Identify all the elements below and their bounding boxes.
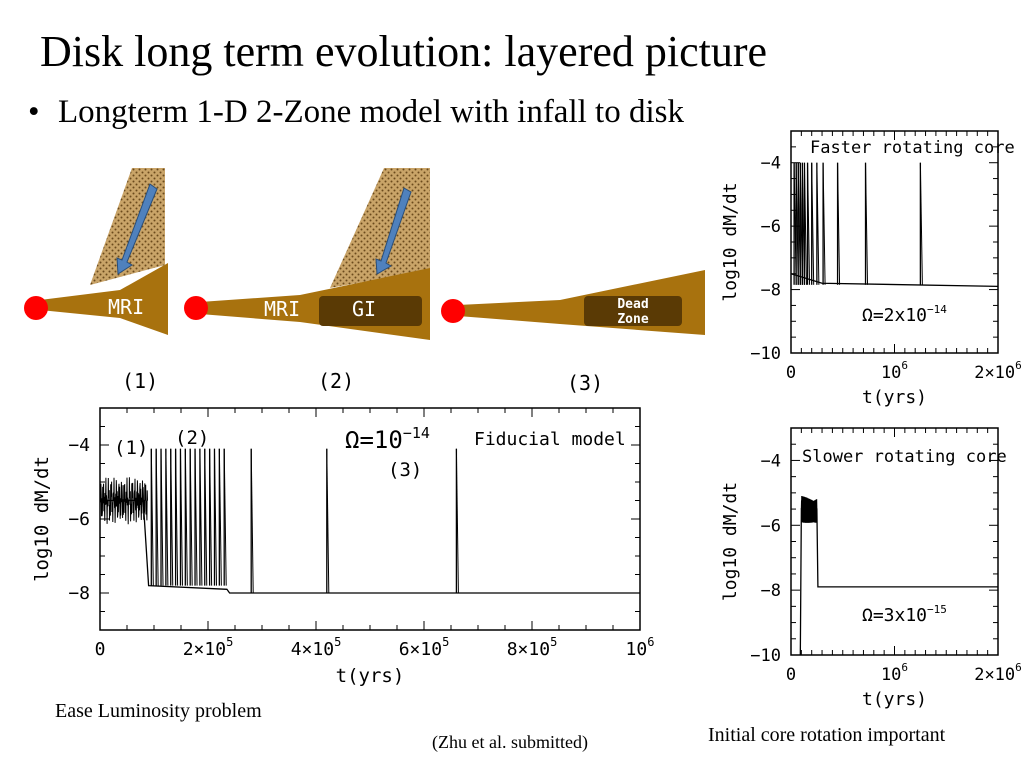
chart1-y-tick-label: −4 bbox=[761, 154, 781, 174]
chart0-burst-decay bbox=[213, 448, 217, 586]
chart1-x-tick-label: 106 bbox=[881, 359, 908, 383]
infall-arrow-2 bbox=[375, 187, 412, 275]
chart0-burst-decay bbox=[250, 448, 254, 594]
chart0-burst-decay bbox=[209, 448, 213, 586]
chart1-omega: Ω=2x10−14 bbox=[862, 303, 947, 326]
schematic-2-label-gi: GI bbox=[352, 297, 376, 321]
chart2-y-axis-label: log10 dM/dt bbox=[720, 482, 741, 601]
chart0-burst-decay bbox=[179, 448, 183, 586]
gi-zone-2 bbox=[319, 296, 422, 326]
chart0-burst-decay bbox=[175, 448, 179, 586]
chart2-y-tick-label: −8 bbox=[761, 581, 781, 601]
schematic-1-label: MRI bbox=[108, 295, 144, 319]
chart1-burst-decay bbox=[822, 162, 826, 285]
stage-label-1: (1) bbox=[122, 369, 158, 393]
chart1-title: Faster rotating core bbox=[810, 138, 1015, 158]
caption-ease-luminosity: Ease Luminosity problem bbox=[55, 700, 262, 722]
chart1-burst-decay bbox=[865, 162, 869, 285]
chart0-y-tick-label: −6 bbox=[68, 509, 90, 530]
chart0-title: Fiducial model bbox=[474, 429, 626, 450]
chart2-x-tick-label: 2×106 bbox=[974, 661, 1022, 685]
chart0-burst-decay bbox=[189, 448, 193, 586]
stage-label-3: (3) bbox=[567, 371, 603, 395]
chart0-burst-decay bbox=[223, 448, 227, 586]
chart1-burst-decay bbox=[803, 162, 807, 285]
faster-rotating-core-chart: Faster rotating core Ω=2x10−14 −4 −6 −8 −10… bbox=[720, 130, 1022, 408]
chart0-y-axis-label: log10 dM/dt bbox=[31, 456, 53, 582]
chart0-x-tick-label: 106 bbox=[626, 635, 655, 660]
chart1-x-tick-label: 2×106 bbox=[974, 359, 1022, 383]
chart0-burst-decay bbox=[184, 448, 188, 586]
citation: (Zhu et al. submitted) bbox=[432, 732, 588, 752]
chart1-burst-decay bbox=[807, 162, 811, 285]
chart1-y-tick-label: −6 bbox=[761, 217, 781, 237]
chart0-x-tick-label: 6×105 bbox=[399, 635, 450, 660]
dead-zone-3 bbox=[584, 296, 682, 326]
chart0-x-tick-label: 4×105 bbox=[291, 635, 342, 660]
chart0-x-axis-label: t(yrs) bbox=[336, 665, 405, 687]
chart1-burst-decay bbox=[837, 162, 841, 285]
chart0-burst-decay bbox=[455, 448, 459, 594]
slide-title: Disk long term evolution: layered pictur… bbox=[40, 27, 768, 76]
chart2-y-tick-label: −4 bbox=[761, 451, 781, 471]
chart0-burst-decay bbox=[326, 448, 330, 594]
chart0-noise-segment bbox=[99, 477, 148, 525]
chart0-y-tick-label: −4 bbox=[68, 435, 90, 456]
chart0-burst-decay bbox=[170, 448, 174, 586]
slower-rotating-core-chart: Slower rotating core Ω=3x10−15 −4 −6 −8 −10… bbox=[720, 427, 1022, 710]
chart2-y-tick-label: −6 bbox=[761, 516, 781, 536]
star-2 bbox=[184, 296, 208, 320]
chart0-omega: Ω=10−14 bbox=[345, 424, 430, 454]
chart2-noise-segment bbox=[800, 495, 818, 523]
chart2-title: Slower rotating core bbox=[802, 447, 1007, 467]
chart2-y-tick-label: −10 bbox=[750, 646, 781, 666]
schematic-3-label-zone: Zone bbox=[617, 312, 648, 327]
chart0-y-tick-label: −8 bbox=[68, 583, 90, 604]
disk-1 bbox=[40, 263, 168, 335]
chart0-x-tick-label: 0 bbox=[95, 639, 106, 660]
stage-label-2: (2) bbox=[318, 369, 354, 393]
chart0-burst-decay bbox=[199, 448, 203, 586]
chart0-annotation-2: (2) bbox=[175, 427, 209, 449]
chart2-omega: Ω=3x10−15 bbox=[862, 603, 947, 626]
chart2-x-axis-label: t(yrs) bbox=[862, 689, 927, 710]
chart0-burst-decay bbox=[204, 448, 208, 586]
disk-schematics: MRI MRI GI Dead Zone (1) (2) (3) bbox=[24, 168, 705, 395]
chart0-x-tick-label: 8×105 bbox=[507, 635, 558, 660]
chart2-series-line bbox=[799, 508, 998, 656]
infall-arrow-1 bbox=[116, 183, 158, 275]
chart1-burst-decay bbox=[816, 162, 820, 285]
star-3 bbox=[441, 299, 465, 323]
chart0-burst-decay bbox=[160, 448, 164, 586]
bullet-item: • Longterm 1-D 2-Zone model with infall t… bbox=[28, 94, 684, 131]
schematic-1: MRI bbox=[24, 168, 168, 335]
schematic-3-label-dead: Dead bbox=[617, 297, 648, 312]
chart0-x-tick-label: 2×105 bbox=[183, 635, 234, 660]
chart0-burst-decay bbox=[155, 448, 159, 586]
chart2-x-tick-label: 0 bbox=[786, 665, 796, 685]
star-1 bbox=[24, 296, 48, 320]
chart1-series-line bbox=[790, 273, 999, 288]
chart1-y-axis-label: log10 dM/dt bbox=[720, 182, 741, 301]
chart0-burst-decay bbox=[165, 448, 169, 586]
fiducial-model-chart: Fiducial model Ω=10−14 (1) (2) (3) −4 −6 −… bbox=[31, 407, 655, 687]
schematic-3: Dead Zone bbox=[441, 270, 705, 335]
caption-core-rotation: Initial core rotation important bbox=[708, 724, 946, 746]
chart0-burst-decay bbox=[150, 448, 154, 586]
chart0-burst-decay bbox=[218, 448, 222, 586]
bullet-text: Longterm 1-D 2-Zone model with infall to… bbox=[58, 94, 684, 130]
schematic-2-label-mri: MRI bbox=[264, 297, 300, 321]
chart1-x-axis-label: t(yrs) bbox=[862, 387, 927, 408]
chart0-annotation-1: (1) bbox=[114, 437, 148, 459]
chart1-burst-decay bbox=[811, 162, 815, 285]
schematic-2: MRI GI bbox=[184, 168, 430, 340]
chart0-annotation-3: (3) bbox=[388, 459, 422, 481]
chart1-x-tick-label: 0 bbox=[786, 363, 796, 383]
bullet-dot-icon: • bbox=[28, 94, 40, 130]
chart1-y-tick-label: −10 bbox=[750, 344, 781, 364]
chart1-burst-decay bbox=[919, 162, 923, 285]
chart1-y-tick-label: −8 bbox=[761, 281, 781, 301]
chart2-x-tick-label: 106 bbox=[881, 661, 908, 685]
chart0-burst-decay bbox=[194, 448, 198, 586]
